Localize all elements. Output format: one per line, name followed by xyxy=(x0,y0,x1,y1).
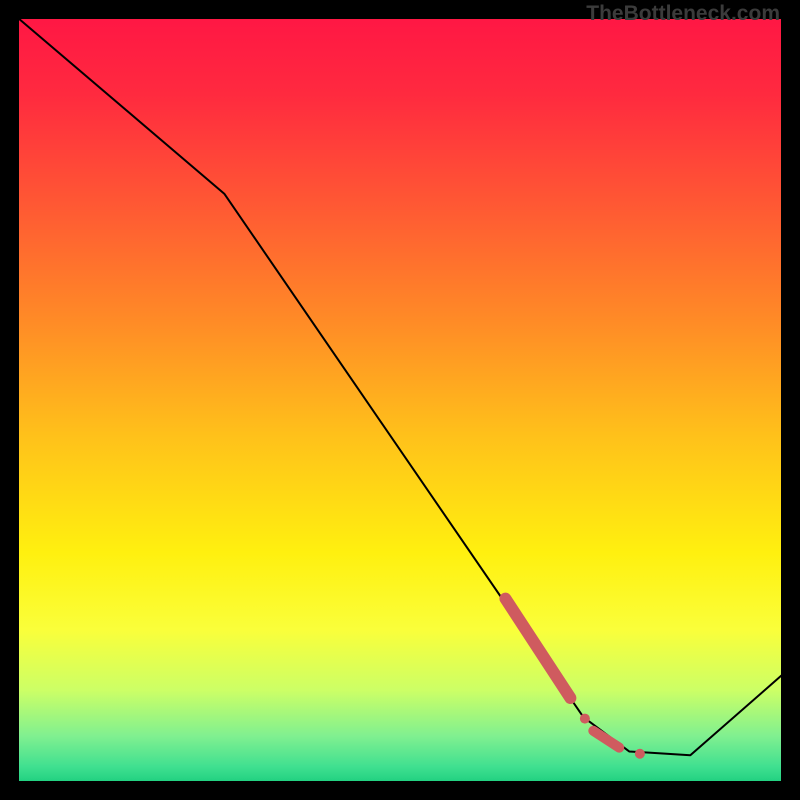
marker-segment xyxy=(593,731,619,748)
bottleneck-line-chart xyxy=(0,0,800,800)
marker-dot xyxy=(580,714,590,724)
marker-segment xyxy=(505,599,570,698)
bottleneck-line xyxy=(18,18,782,755)
chart-container: TheBottleneck.com xyxy=(0,0,800,800)
marker-dot xyxy=(635,749,645,759)
